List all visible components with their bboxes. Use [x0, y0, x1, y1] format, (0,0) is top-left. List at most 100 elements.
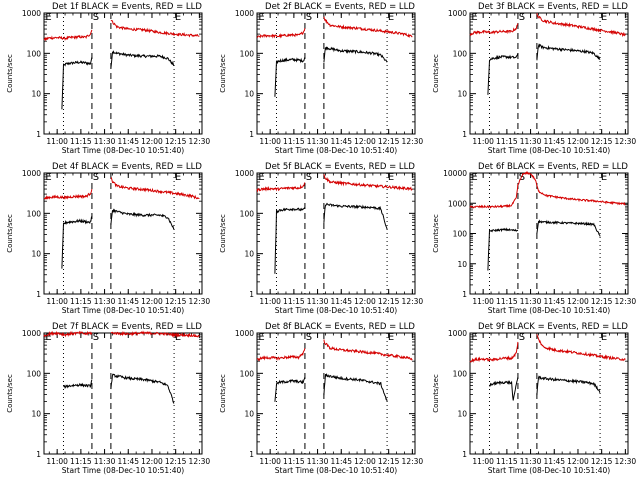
end-marker-label: E — [45, 12, 51, 23]
x-tick-label: 12:15 — [165, 297, 187, 306]
chart-panel-8: Det 8f BLACK = Events, RED = LLD 1 10 100 10… — [219, 322, 423, 475]
x-tick-label: 11:45 — [117, 457, 139, 466]
y-tick-label: 100 — [453, 49, 468, 58]
y-tick-label: 1000 — [22, 9, 41, 18]
end-marker-label: E — [388, 332, 394, 343]
x-tick-label: 11:30 — [520, 457, 542, 466]
end-marker-label: E — [175, 172, 181, 183]
end-marker-label: E — [258, 12, 264, 23]
chart-panel-9: Det 9f BLACK = Events, RED = LLD 1 10 100 10… — [432, 322, 636, 475]
events-series-line — [487, 53, 519, 95]
x-tick-label: 11:15 — [283, 457, 305, 466]
events-series-line — [323, 372, 388, 402]
x-tick-label: 11:00 — [259, 297, 281, 306]
start-marker-label: S — [306, 12, 312, 23]
lld-series-line — [323, 339, 413, 361]
x-tick-label: 11:15 — [283, 297, 305, 306]
x-tick-label: 12:15 — [165, 457, 187, 466]
x-tick-label: 12:30 — [402, 457, 424, 466]
y-axis-title: Counts/sec — [6, 214, 14, 253]
start-marker-label: S — [93, 332, 99, 343]
y-axis-title: Counts/sec — [432, 54, 440, 93]
start-marker-label: S — [306, 172, 312, 183]
end-marker-label: E — [388, 172, 394, 183]
x-tick-label: 11:00 — [259, 457, 281, 466]
lld-series-line — [43, 330, 93, 338]
x-tick-label: 11:45 — [117, 137, 139, 146]
y-tick-label: 1000 — [235, 169, 254, 178]
x-axis-title: Start Time (08-Dec-10 10:51:40) — [488, 306, 610, 315]
events-series-line — [61, 57, 93, 110]
chart-panel-1: Det 1f BLACK = Events, RED = LLD 1 10 100 10… — [6, 2, 210, 155]
x-tick-label: 12:00 — [141, 137, 163, 146]
y-axis-title: Counts/sec — [6, 374, 14, 413]
x-tick-label: 11:15 — [70, 137, 92, 146]
x-tick-label: 12:30 — [402, 137, 424, 146]
x-tick-label: 11:45 — [543, 137, 565, 146]
x-tick-label: 11:15 — [496, 297, 518, 306]
x-tick-label: 12:00 — [354, 137, 376, 146]
x-axis-title: Start Time (08-Dec-10 10:51:40) — [275, 146, 397, 155]
y-tick-label: 10 — [244, 90, 254, 99]
y-tick-label: 1 — [462, 130, 467, 139]
events-series-line — [323, 46, 388, 63]
chart-panel-7: Det 7f BLACK = Events, RED = LLD 1 10 100 10… — [6, 322, 210, 475]
x-tick-label: 11:00 — [46, 137, 68, 146]
events-series-line — [110, 373, 175, 404]
events-series-line — [536, 219, 601, 237]
x-tick-label: 12:15 — [378, 457, 400, 466]
start-marker-label: S — [306, 332, 312, 343]
chart-panel-2: Det 2f BLACK = Events, RED = LLD 1 10 100 10… — [219, 2, 423, 155]
lld-series-line — [257, 348, 306, 362]
start-marker-label: S — [519, 172, 525, 183]
end-marker-label: E — [601, 332, 607, 343]
end-marker-label: E — [258, 172, 264, 183]
events-series-line — [487, 227, 519, 271]
y-tick-label: 1 — [249, 130, 254, 139]
lld-series-line — [536, 12, 626, 38]
y-tick-label: 100 — [27, 369, 42, 378]
events-series-line — [110, 208, 175, 230]
y-tick-label: 10000 — [443, 169, 467, 178]
x-tick-label: 12:15 — [591, 297, 613, 306]
y-axis-title: Counts/sec — [219, 374, 227, 413]
x-tick-label: 12:30 — [189, 457, 211, 466]
events-series-line — [536, 43, 601, 61]
y-tick-label: 1000 — [235, 329, 254, 338]
chart-panel-3: Det 3f BLACK = Events, RED = LLD 1 10 100 10… — [432, 2, 636, 155]
lld-series-line — [469, 341, 519, 363]
x-tick-label: 11:30 — [520, 137, 542, 146]
lld-series-line — [110, 176, 200, 200]
events-series-line — [274, 207, 306, 274]
chart-title: Det 2f BLACK = Events, RED = LLD — [265, 2, 415, 12]
x-tick-label: 11:30 — [94, 137, 116, 146]
x-tick-label: 12:30 — [189, 297, 211, 306]
x-tick-label: 11:45 — [543, 457, 565, 466]
x-tick-label: 11:45 — [117, 297, 139, 306]
chart-panel-5: Det 5f BLACK = Events, RED = LLD 1 10 100 10… — [219, 162, 423, 315]
x-tick-label: 11:00 — [46, 297, 68, 306]
lld-series-line — [469, 23, 519, 37]
lld-series-line — [469, 171, 626, 209]
plot-frame — [43, 12, 203, 135]
y-tick-label: 1 — [462, 290, 467, 299]
x-tick-label: 12:15 — [591, 457, 613, 466]
end-marker-label: E — [175, 12, 181, 23]
chart-title: Det 6f BLACK = Events, RED = LLD — [478, 162, 628, 172]
chart-title: Det 5f BLACK = Events, RED = LLD — [265, 162, 415, 172]
chart-panel-6: Det 6f BLACK = Events, RED = LLD 1 10 100 10… — [432, 162, 636, 315]
y-axis-title: Counts/sec — [432, 374, 440, 413]
y-tick-label: 1000 — [448, 199, 467, 208]
x-tick-label: 11:45 — [330, 457, 352, 466]
x-tick-label: 11:00 — [472, 137, 494, 146]
y-tick-label: 100 — [27, 209, 42, 218]
x-tick-label: 11:45 — [330, 297, 352, 306]
x-tick-label: 11:15 — [283, 137, 305, 146]
y-tick-label: 1000 — [22, 169, 41, 178]
y-axis-title: Counts/sec — [432, 214, 440, 253]
y-tick-label: 100 — [453, 369, 468, 378]
x-tick-label: 11:30 — [520, 297, 542, 306]
x-tick-label: 11:00 — [46, 457, 68, 466]
end-marker-label: E — [175, 332, 181, 343]
